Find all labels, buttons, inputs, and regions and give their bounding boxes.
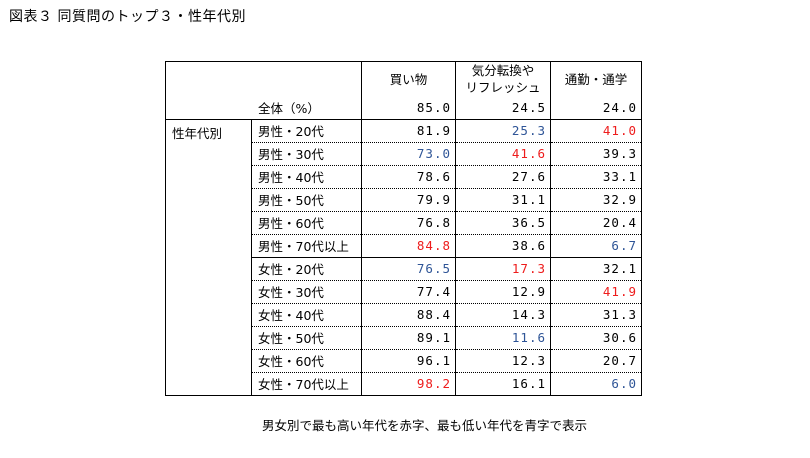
- table-row: 男性・70代以上 84.8 38.6 6.7: [166, 234, 642, 258]
- value-cell: 38.6: [455, 234, 551, 258]
- value-cell: 32.9: [550, 188, 642, 212]
- table-row: 女性・70代以上 98.2 16.1 6.0: [166, 372, 642, 396]
- value-cell: 31.1: [455, 188, 551, 212]
- col-header-commute: 通勤・通学: [550, 61, 642, 96]
- value-cell: 6.0: [550, 372, 642, 396]
- value-cell: 76.5: [361, 257, 456, 281]
- table-row: 男性・50代 79.9 31.1 32.9: [166, 188, 642, 212]
- table-row: 女性・30代 77.4 12.9 41.9: [166, 280, 642, 304]
- total-label: 全体（%）: [165, 96, 362, 120]
- value-cell: 81.9: [361, 119, 456, 143]
- value-cell: 41.6: [455, 142, 551, 166]
- value-cell: 98.2: [361, 372, 456, 396]
- header-row: 買い物 気分転換や リフレッシュ 通勤・通学: [165, 61, 642, 96]
- value-cell: 73.0: [361, 142, 456, 166]
- table-row: 女性・50代 89.1 11.6 30.6: [166, 326, 642, 350]
- value-cell: 76.8: [361, 211, 456, 235]
- value-cell: 25.3: [455, 119, 551, 143]
- value-cell: 20.4: [550, 211, 642, 235]
- value-cell: 12.9: [455, 280, 551, 304]
- row-label: 女性・30代: [251, 280, 362, 304]
- value-cell: 31.3: [550, 303, 642, 327]
- group-rows: 性年代別 男性・20代 81.9 25.3 41.0 男性・30代 73.0 41.6 39.3…: [165, 119, 642, 396]
- value-cell: 89.1: [361, 326, 456, 350]
- value-cell: 30.6: [550, 326, 642, 350]
- row-label: 女性・20代: [251, 257, 362, 281]
- table-row: 女性・40代 88.4 14.3 31.3: [166, 303, 642, 327]
- table-row: 男性・40代 78.6 27.6 33.1: [166, 165, 642, 189]
- value-cell: 77.4: [361, 280, 456, 304]
- row-label: 男性・20代: [251, 119, 362, 143]
- table-row: 男性・30代 73.0 41.6 39.3: [166, 142, 642, 166]
- table-row: 女性・20代 76.5 17.3 32.1: [166, 257, 642, 281]
- value-cell: 84.8: [361, 234, 456, 258]
- value-cell: 41.9: [550, 280, 642, 304]
- value-cell: 41.0: [550, 119, 642, 143]
- row-label: 女性・50代: [251, 326, 362, 350]
- row-label: 女性・40代: [251, 303, 362, 327]
- value-cell: 79.9: [361, 188, 456, 212]
- row-label: 男性・40代: [251, 165, 362, 189]
- value-cell: 78.6: [361, 165, 456, 189]
- value-cell: 36.5: [455, 211, 551, 235]
- row-label: 女性・70代以上: [251, 372, 362, 396]
- value-cell: 33.1: [550, 165, 642, 189]
- group-label: 性年代別: [165, 119, 252, 396]
- value-cell: 88.4: [361, 303, 456, 327]
- value-cell: 17.3: [455, 257, 551, 281]
- header-blank: [165, 61, 362, 96]
- page-title: 図表３ 同質問のトップ３・性年代別: [9, 9, 246, 25]
- total-value: 24.0: [550, 96, 642, 120]
- row-label: 男性・70代以上: [251, 234, 362, 258]
- value-cell: 11.6: [455, 326, 551, 350]
- row-label: 女性・60代: [251, 349, 362, 373]
- value-cell: 12.3: [455, 349, 551, 373]
- total-value: 24.5: [455, 96, 551, 120]
- value-cell: 32.1: [550, 257, 642, 281]
- table-row: 女性・60代 96.1 12.3 20.7: [166, 349, 642, 373]
- total-row: 全体（%） 85.0 24.5 24.0: [165, 96, 642, 120]
- value-cell: 20.7: [550, 349, 642, 373]
- value-cell: 96.1: [361, 349, 456, 373]
- value-cell: 16.1: [455, 372, 551, 396]
- results-table: 買い物 気分転換や リフレッシュ 通勤・通学 全体（%） 85.0 24.5 2…: [165, 61, 642, 396]
- table-row: 男性・60代 76.8 36.5 20.4: [166, 211, 642, 235]
- row-label: 男性・50代: [251, 188, 362, 212]
- col-header-refresh: 気分転換や リフレッシュ: [455, 61, 551, 96]
- value-cell: 39.3: [550, 142, 642, 166]
- total-value: 85.0: [361, 96, 456, 120]
- value-cell: 14.3: [455, 303, 551, 327]
- col-header-shopping: 買い物: [361, 61, 456, 96]
- value-cell: 27.6: [455, 165, 551, 189]
- table-row: 性年代別 男性・20代 81.9 25.3 41.0: [165, 119, 642, 396]
- row-label: 男性・60代: [251, 211, 362, 235]
- row-label: 男性・30代: [251, 142, 362, 166]
- footnote: 男女別で最も高い年代を赤字、最も低い年代を青字で表示: [262, 418, 588, 433]
- value-cell: 6.7: [550, 234, 642, 258]
